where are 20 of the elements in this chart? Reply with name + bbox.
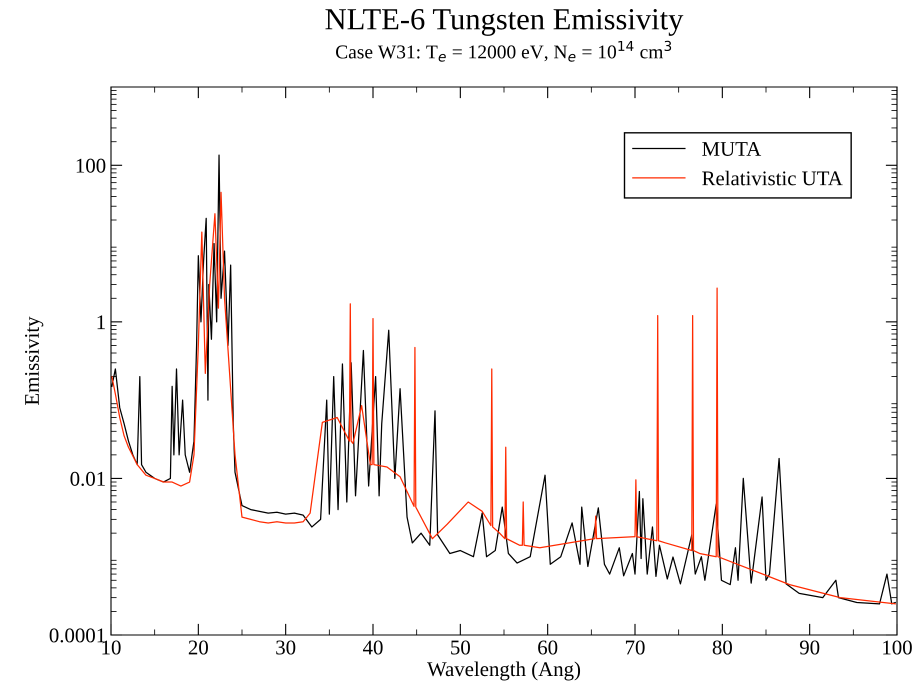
- x-tick-label: 10: [102, 640, 121, 655]
- y-axis-title: Emissivity: [25, 316, 44, 405]
- y-tick-label: 0.01: [70, 472, 105, 486]
- legend-label: Relativistic UTA: [702, 170, 843, 186]
- x-tick-label: 40: [362, 640, 383, 655]
- x-tick-label: 20: [188, 640, 208, 655]
- legend-label: MUTA: [702, 142, 762, 156]
- x-tick-label: 50: [451, 640, 470, 655]
- y-tick-label: 1: [98, 315, 105, 330]
- x-tick-label: 60: [538, 640, 558, 655]
- y-tick-label: 0.0001: [50, 628, 105, 643]
- x-tick-label: 30: [276, 640, 296, 655]
- x-tick-label: 70: [626, 640, 645, 655]
- x-tick-label: 80: [712, 640, 732, 655]
- x-tick-label: 90: [800, 640, 820, 655]
- x-tick-label: 100: [883, 640, 912, 655]
- chart-title: NLTE-6 Tungsten Emissivity: [325, 9, 684, 36]
- chart-subtitle: Case W31: T$_{e}$ = 12000 eV, N$_{e}$ = 10$^{14}$ cm$^{3}$: [336, 40, 672, 62]
- x-axis-title: Wavelength (Ang): [427, 662, 580, 680]
- y-tick-label: 100: [76, 158, 106, 173]
